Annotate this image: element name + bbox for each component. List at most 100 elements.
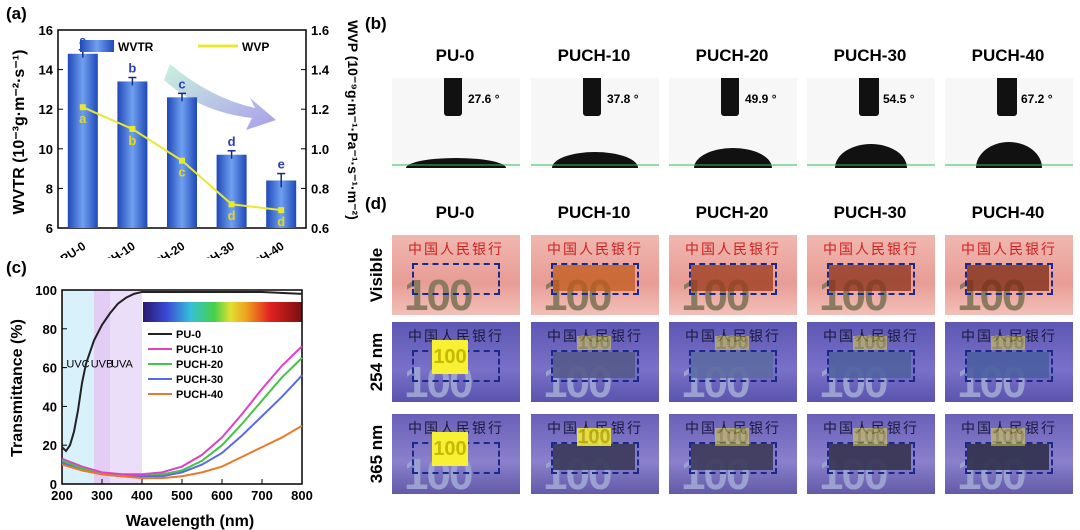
banknote-text: 中国人民银行 (408, 242, 504, 258)
film-outline (689, 263, 777, 295)
y-tick-label: 60 (43, 361, 57, 376)
coating-film (691, 352, 773, 378)
x-tick-label: 400 (131, 488, 153, 503)
panel-label-d: (d) (365, 194, 387, 213)
syringe-needle (583, 78, 601, 116)
banknote-image: 中国人民银行 100 (945, 235, 1073, 315)
transmittance-chart: Transmittance (%) Wavelength (nm) UVC UVB… (9, 283, 313, 530)
y-tick-label-left: 6 (46, 221, 53, 236)
y-tick-label-left: 10 (39, 142, 53, 157)
syringe-needle (444, 78, 462, 116)
panel-label-a: (a) (6, 4, 27, 23)
sig-letter-wvp: d (277, 214, 285, 229)
contact-angle-value: 49.9 ° (745, 92, 777, 106)
sig-letter-wvp: a (79, 111, 87, 126)
contact-angle-image: 37.8 ° (531, 78, 659, 168)
x-tick-label: PUCH-40 (237, 239, 287, 258)
uva-region (110, 290, 142, 484)
wvp-point (228, 201, 235, 208)
region-label: UVB (91, 359, 114, 371)
contact-angle-image: 54.5 ° (807, 78, 935, 168)
film-outline (965, 442, 1053, 474)
banknote-text: 中国人民银行 (823, 329, 919, 345)
film-outline (551, 350, 639, 382)
panel-label-b: (b) (365, 14, 387, 33)
coating-film (691, 265, 773, 291)
syringe-needle (997, 78, 1017, 116)
legend-label: PUCH-30 (176, 374, 223, 386)
sample-title: PU-0 (435, 203, 475, 222)
visible-spectrum-bar (143, 302, 302, 322)
banknote-text: 中国人民银行 (823, 421, 919, 437)
coating-film (967, 444, 1049, 470)
legend-label: PUCH-20 (176, 359, 223, 371)
x-tick-label: PU-0 (58, 239, 89, 258)
sample-title: PUCH-10 (557, 46, 631, 65)
x-tick-label: 200 (51, 488, 73, 503)
banknote-text: 中国人民银行 (685, 242, 781, 258)
legend-label: PUCH-10 (176, 344, 223, 356)
water-droplet (406, 158, 506, 168)
uvc-region (62, 290, 94, 484)
coating-film (553, 265, 635, 291)
film-outline (965, 263, 1053, 295)
x-tick-label: PUCH-20 (137, 239, 187, 258)
series-line-puch-40 (61, 424, 303, 480)
panel-label-c: (c) (6, 258, 27, 277)
x-tick-label: 600 (211, 488, 233, 503)
syringe-needle (859, 78, 879, 116)
fluorescent-mark: 100 (432, 340, 468, 374)
row-label: Visible (367, 247, 386, 303)
region-label: UVA (111, 359, 133, 371)
fluorescent-mark: 100 (853, 426, 887, 448)
sample-title: PUCH-40 (971, 203, 1045, 222)
legend-label-wvp: WVP (242, 40, 269, 54)
film-outline (827, 442, 915, 474)
baseline (392, 164, 520, 166)
water-droplet (694, 148, 772, 168)
fluorescent-mark: 100 (991, 426, 1025, 448)
y-tick-label-left: 16 (39, 23, 53, 38)
banknote-text: 中国人民银行 (961, 421, 1057, 437)
coating-film (691, 444, 773, 470)
coating-film (553, 444, 635, 470)
y-tick-label-right: 0.8 (311, 181, 329, 196)
wvp-point (129, 126, 136, 132)
banknote-text: 中国人民银行 (408, 421, 504, 437)
x-tick-label: PUCH-30 (187, 239, 237, 258)
fluorescent-mark: 100 (853, 332, 887, 354)
coating-film (829, 352, 911, 378)
sample-title: PUCH-20 (695, 203, 769, 222)
y-tick-label: 0 (50, 477, 57, 492)
sample-title: PU-0 (435, 46, 475, 65)
banknote-text: 中国人民银行 (685, 421, 781, 437)
banknote-text: 中国人民银行 (408, 329, 504, 345)
coating-film (967, 352, 1049, 378)
sample-title: PUCH-10 (557, 203, 631, 222)
baseline (531, 164, 659, 166)
bar-pu-0 (67, 53, 98, 229)
y-axis-label: Transmittance (%) (9, 319, 26, 457)
y-axis-label-right: WVP (10⁻⁹g·m⁻¹·Pa⁻¹·s⁻¹·m⁻²) (345, 20, 360, 220)
coating-film (553, 352, 635, 378)
fluorescent-mark: 100 (991, 332, 1025, 354)
y-tick-label-left: 14 (39, 63, 54, 78)
coating-film (967, 265, 1049, 291)
coating-film (829, 444, 911, 470)
banknote-text: 中国人民银行 (823, 242, 919, 258)
y-tick-label-right: 1.0 (311, 142, 329, 157)
fluorescent-mark: 100 (577, 426, 611, 448)
x-tick-label: 800 (291, 488, 313, 503)
film-outline (689, 442, 777, 474)
banknote-image: 中国人民银行 100 (807, 235, 935, 315)
series-line-puch-10 (61, 345, 303, 476)
y-tick-label-left: 8 (46, 181, 53, 196)
contact-angle-image: 49.9 ° (669, 78, 797, 168)
fluorescent-mark: 100 (577, 332, 611, 354)
sig-letter-wvp: c (178, 165, 185, 180)
